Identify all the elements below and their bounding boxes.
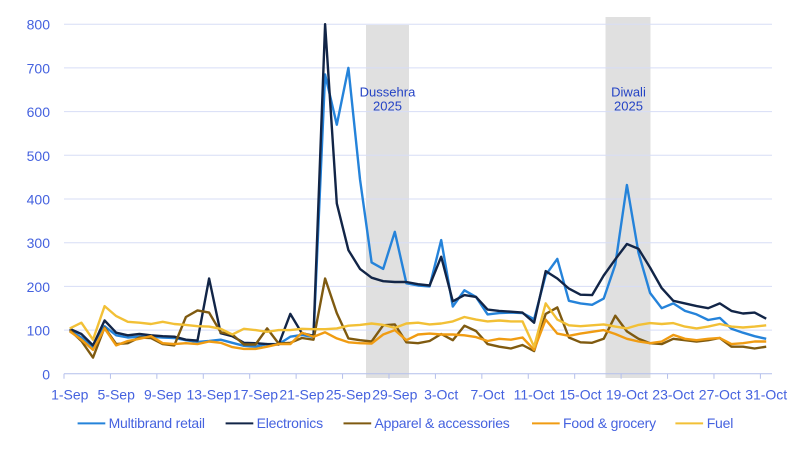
svg-text:Fuel: Fuel [707, 415, 734, 431]
svg-text:2025: 2025 [373, 99, 402, 114]
svg-text:Electronics: Electronics [257, 415, 323, 431]
svg-text:0: 0 [42, 366, 50, 382]
svg-text:300: 300 [27, 235, 51, 251]
svg-text:800: 800 [27, 17, 51, 33]
svg-text:500: 500 [27, 148, 51, 164]
svg-text:29-Sep: 29-Sep [372, 387, 417, 403]
svg-text:25-Sep: 25-Sep [326, 387, 371, 403]
svg-text:31-Oct: 31-Oct [745, 387, 787, 403]
svg-text:5-Sep: 5-Sep [98, 387, 136, 403]
svg-text:11-Oct: 11-Oct [514, 387, 555, 403]
svg-text:100: 100 [27, 323, 51, 339]
svg-text:9-Sep: 9-Sep [144, 387, 182, 403]
svg-text:7-Oct: 7-Oct [470, 387, 504, 403]
svg-text:600: 600 [27, 104, 51, 120]
svg-text:400: 400 [27, 192, 51, 208]
svg-text:Diwali: Diwali [611, 85, 646, 100]
svg-text:Apparel & accessories: Apparel & accessories [375, 415, 510, 431]
svg-text:19-Oct: 19-Oct [606, 387, 648, 403]
svg-text:Food & grocery: Food & grocery [563, 415, 656, 431]
svg-text:200: 200 [27, 279, 51, 295]
svg-text:23-Oct: 23-Oct [652, 387, 694, 403]
svg-text:21-Sep: 21-Sep [279, 387, 324, 403]
svg-text:1-Sep: 1-Sep [51, 387, 89, 403]
svg-text:15-Oct: 15-Oct [559, 387, 601, 403]
svg-text:27-Oct: 27-Oct [699, 387, 741, 403]
svg-text:Multibrand retail: Multibrand retail [109, 415, 205, 431]
svg-text:17-Sep: 17-Sep [233, 387, 278, 403]
svg-text:Dussehra: Dussehra [360, 85, 416, 100]
svg-text:700: 700 [27, 60, 51, 76]
svg-text:3-Oct: 3-Oct [424, 387, 458, 403]
svg-text:13-Sep: 13-Sep [187, 387, 232, 403]
svg-text:2025: 2025 [614, 99, 643, 114]
